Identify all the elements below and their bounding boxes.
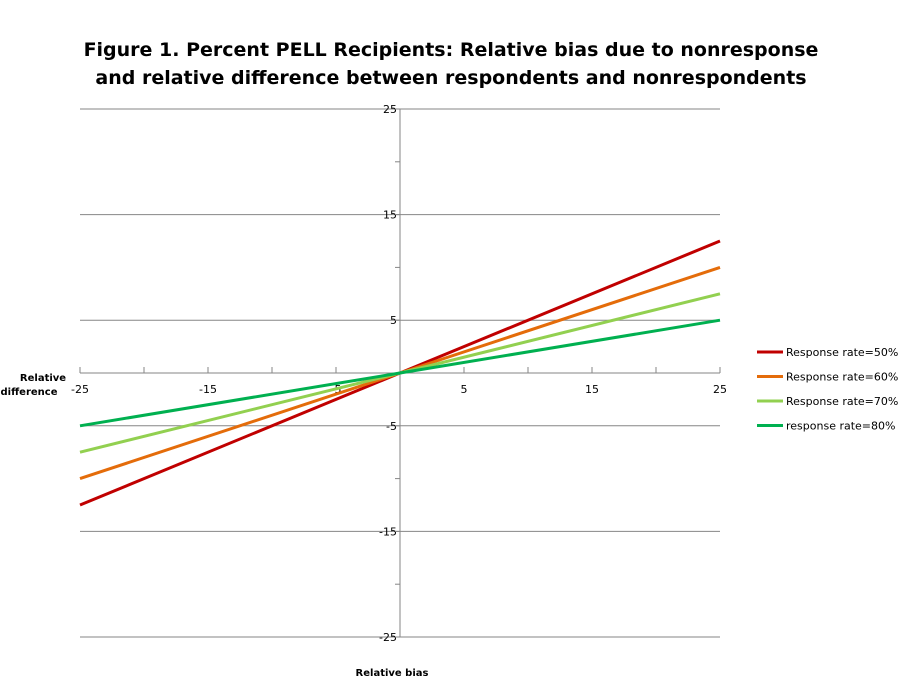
legend-label-3: Response rate=70% [786, 395, 898, 408]
x-tick-label: 25 [713, 383, 727, 396]
series-line-4 [79, 318, 721, 428]
x-tick-label: -15 [199, 383, 217, 396]
y-tick-label: -5 [386, 420, 397, 433]
chart-title-line-1: Figure 1. Percent PELL Recipients: Relat… [83, 39, 819, 61]
y-tick-label: 25 [383, 103, 397, 116]
legend-label-1: Response rate=50% [786, 346, 898, 359]
chart-title: Figure 1. Percent PELL Recipients: Relat… [0, 36, 902, 92]
legend-label-2: Response rate=60% [786, 371, 898, 384]
x-tick-label: 15 [585, 383, 599, 396]
x-tick-label: 5 [461, 383, 468, 396]
chart-title-line-2: and relative difference between responde… [95, 67, 807, 89]
y-axis-label-line-1: Relative [20, 373, 66, 384]
y-tick-label: -25 [379, 631, 397, 644]
x-axis-label: Relative bias [356, 668, 429, 679]
y-tick-label: 15 [383, 209, 397, 222]
y-tick-label: -15 [379, 525, 397, 538]
y-axis-label-line-2: difference [0, 387, 57, 398]
x-tick-label: -25 [71, 383, 89, 396]
legend-label-4: response rate=80% [786, 420, 895, 433]
y-tick-label: 5 [390, 314, 397, 327]
